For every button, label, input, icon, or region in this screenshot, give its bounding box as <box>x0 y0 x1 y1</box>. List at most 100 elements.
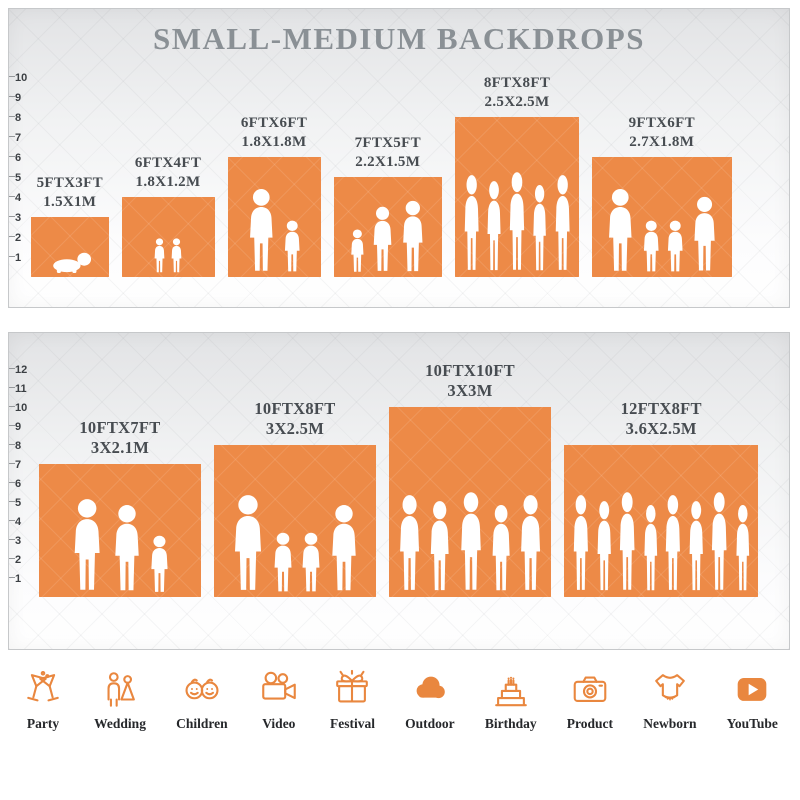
backdrop-bar-group: 10FTX10FT 3X3M <box>389 361 551 597</box>
figure-adult-silhouette <box>75 499 100 591</box>
axis-tick-label: 6 <box>15 478 22 490</box>
axis-tick-label: 12 <box>15 364 28 376</box>
backdrop-bar-group: 8FTX8FT 2.5X2.5M <box>455 74 579 277</box>
axis-tick-mark <box>9 539 15 540</box>
axis-tick-mark <box>9 76 15 77</box>
category-label: Video <box>262 716 296 731</box>
backdrop-label: 6FTX6FT 1.8X1.8M <box>241 114 307 151</box>
bar-row: 5FTX3FT 1.5X1M 6FTX4FT 1.8X1.2M 6FTX6FT 1.8X1… <box>31 74 732 277</box>
video-icon <box>262 671 296 700</box>
figure-child-silhouette <box>668 221 684 272</box>
small-medium-panel: SMALL-MEDIUM BACKDROPS 1 2 3 4 5 6 7 8 9 10 5FTX3F… <box>8 8 790 308</box>
figure-adult-silhouette <box>736 505 749 591</box>
figure-adult-silhouette <box>644 505 657 591</box>
backdrop-size-label: 10FTX10FT <box>425 360 515 380</box>
figure-child-silhouette <box>171 238 182 273</box>
newborn-icon <box>654 674 685 701</box>
figure-adult-silhouette <box>520 495 540 590</box>
backdrop-bar-group: 7FTX5FT 2.2X1.5M <box>333 134 442 277</box>
backdrop-size-label: 10FTX8FT <box>254 398 336 418</box>
backdrop-bar <box>389 407 551 597</box>
axis-tick-mark <box>9 387 15 388</box>
axis-tick-mark <box>9 501 15 502</box>
festival-icon <box>336 669 369 703</box>
product-icon <box>573 676 607 702</box>
figure-adult-silhouette <box>492 505 510 591</box>
axis-tick-mark <box>9 558 15 559</box>
category-item-product: Product <box>567 668 613 732</box>
axis-tick-label: 8 <box>15 112 22 124</box>
axis-tick-mark <box>9 216 15 217</box>
party-icon <box>27 670 59 702</box>
backdrop-label: 8FTX8FT 2.5X2.5M <box>484 74 550 111</box>
axis-tick-mark <box>9 520 15 521</box>
category-row: Party Wedding Children Video Festival Outdoor… <box>8 668 792 732</box>
axis-tick-label: 4 <box>15 192 22 204</box>
axis-tick-label: 7 <box>15 132 22 144</box>
category-label: Children <box>176 716 228 731</box>
figure-adult-silhouette <box>250 188 273 271</box>
figure-adult-silhouette <box>234 495 261 590</box>
backdrop-bar-group: 5FTX3FT 1.5X1M <box>31 174 109 277</box>
backdrop-bar <box>592 157 732 277</box>
backdrop-label: 10FTX8FT 3X2.5M <box>254 399 335 439</box>
figure-adult-silhouette <box>487 181 501 271</box>
backdrop-bar-group: 10FTX8FT 3X2.5M <box>214 399 376 597</box>
category-label: Product <box>566 716 614 731</box>
category-item-youtube: YouTube <box>727 668 778 732</box>
backdrop-bar <box>455 117 579 277</box>
category-label: Wedding <box>94 716 146 731</box>
backdrop-bar <box>39 464 201 597</box>
category-item-video: Video <box>258 668 300 732</box>
axis-tick-mark <box>9 577 15 578</box>
figure-adult-silhouette <box>114 505 139 591</box>
axis-tick-label: 7 <box>15 459 22 471</box>
axis-tick-mark <box>9 444 15 445</box>
axis-tick-label: 3 <box>15 212 22 224</box>
figure-adult-silhouette <box>373 207 392 272</box>
backdrop-size-label: 12FTX8FT <box>620 398 702 418</box>
axis-tick-label: 8 <box>15 440 22 452</box>
axis-tick-mark <box>9 156 15 157</box>
axis-tick-label: 10 <box>15 402 28 414</box>
figure-child-silhouette <box>274 532 292 592</box>
backdrop-metric-label: 2.5X2.5M <box>484 93 550 110</box>
axis-tick-mark <box>9 463 15 464</box>
axis-tick-mark <box>9 136 15 137</box>
axis-tick-mark <box>9 368 15 369</box>
silhouette-group <box>564 491 758 594</box>
figure-child-silhouette <box>154 238 165 273</box>
axis-tick-label: 2 <box>15 232 22 244</box>
axis-tick-mark <box>9 96 15 97</box>
figure-adult-silhouette <box>689 501 703 591</box>
backdrop-metric-label: 3.6X2.5M <box>625 418 697 438</box>
axis-tick-label: 5 <box>15 497 22 509</box>
figure-adult-silhouette <box>712 492 727 590</box>
backdrop-metric-label: 3X2.5M <box>265 418 325 438</box>
birthday-icon <box>494 676 527 707</box>
figure-child-silhouette <box>302 532 320 592</box>
axis-tick-label: 2 <box>15 554 22 566</box>
category-label: Party <box>26 716 60 731</box>
figure-adult-silhouette <box>460 492 481 590</box>
backdrop-metric-label: 3X2.1M <box>90 437 150 457</box>
backdrop-size-label: 6FTX6FT <box>240 115 308 132</box>
bar-row: 10FTX7FT 3X2.1M 10FTX8FT 3X2.5M 10FTX10FT 3X3… <box>39 361 759 597</box>
axis-tick-mark <box>9 406 15 407</box>
axis-tick-mark <box>9 482 15 483</box>
axis-tick-label: 5 <box>15 172 22 184</box>
backdrop-bar <box>121 197 215 277</box>
category-label: Birthday <box>484 716 537 731</box>
figure-adult-silhouette <box>665 495 681 590</box>
large-sizes-panel: 1 2 3 4 5 6 7 8 9 10 11 12 10FTX7FT 3X2.1M 10FTX8FT 3X2… <box>8 332 790 650</box>
backdrop-metric-label: 2.2X1.5M <box>355 153 421 170</box>
figure-child-silhouette <box>351 229 364 273</box>
axis-tick-label: 1 <box>15 252 22 264</box>
backdrop-bar-group: 12FTX8FT 3.6X2.5M <box>564 398 759 597</box>
category-item-wedding: Wedding <box>94 668 146 732</box>
backdrop-bar <box>31 217 109 277</box>
silhouette-group <box>228 188 321 274</box>
figure-adult-silhouette <box>597 501 611 591</box>
figure-child-silhouette <box>643 221 659 272</box>
axis-tick-label: 4 <box>15 516 22 528</box>
